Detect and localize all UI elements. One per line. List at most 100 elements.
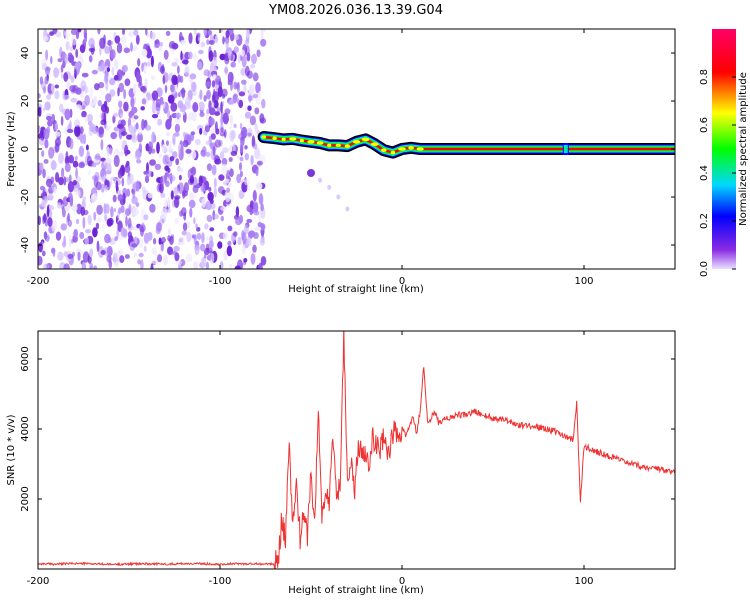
noise-speckle	[179, 238, 183, 243]
noise-speckle	[217, 86, 223, 98]
noise-speckle	[92, 227, 98, 238]
noise-speckle	[218, 186, 225, 194]
noise-speckle	[105, 82, 109, 91]
noise-speckle	[243, 83, 247, 93]
noise-speckle	[260, 29, 267, 32]
noise-speckle	[88, 37, 95, 49]
noise-speckle	[194, 138, 201, 146]
noise-speckle	[168, 228, 171, 236]
noise-speckle	[70, 97, 78, 103]
noise-speckle	[249, 64, 256, 69]
noise-speckle	[236, 98, 240, 105]
noise-speckle	[244, 224, 249, 235]
noise-speckle	[251, 135, 256, 148]
noise-speckle	[77, 251, 81, 261]
noise-speckle	[128, 124, 134, 133]
noise-speckle	[112, 114, 116, 124]
noise-speckle	[69, 138, 74, 150]
noise-speckle	[154, 38, 160, 49]
noise-speckle	[210, 127, 216, 135]
noise-speckle	[143, 64, 147, 75]
noise-speckle	[160, 192, 166, 198]
noise-speckle	[120, 35, 127, 45]
noise-speckle	[125, 163, 129, 168]
noise-speckle	[133, 115, 139, 120]
noise-speckle	[130, 97, 135, 108]
noise-speckle	[173, 245, 180, 252]
noise-speckle	[242, 150, 247, 155]
noise-speckle	[46, 236, 49, 242]
colorbar-label: Normalized spectral amplitude	[738, 72, 749, 226]
noise-speckle	[43, 36, 49, 42]
noise-speckle	[205, 261, 210, 269]
noise-speckle	[190, 166, 197, 176]
noise-speckle	[106, 146, 110, 159]
noise-speckle	[233, 34, 239, 41]
noise-speckle	[229, 168, 234, 178]
noise-speckle	[110, 49, 116, 60]
noise-speckle	[182, 190, 188, 197]
noise-speckle	[175, 158, 180, 166]
noise-speckle	[86, 155, 92, 167]
noise-speckle	[77, 189, 81, 199]
noise-speckle	[114, 58, 119, 70]
noise-speckle	[226, 245, 233, 257]
noise-speckle	[151, 90, 159, 101]
noise-speckle	[213, 187, 217, 198]
noise-speckle	[46, 115, 52, 121]
noise-speckle	[179, 210, 183, 217]
noise-speckle	[69, 85, 76, 92]
noise-speckle	[109, 237, 116, 246]
noise-speckle	[187, 220, 191, 229]
snr-y-ticks: 2000 4000 6000	[20, 346, 675, 512]
noise-speckle	[48, 146, 55, 159]
noise-speckle	[138, 252, 144, 258]
noise-speckle	[93, 265, 98, 269]
noise-speckle	[46, 94, 52, 100]
spectrogram-y-label: Frequency (Hz)	[6, 111, 17, 187]
noise-speckle	[133, 83, 137, 95]
noise-speckle	[117, 123, 124, 129]
noise-speckle	[254, 107, 260, 115]
y-tick-label: 40	[20, 47, 31, 60]
noise-speckle	[53, 67, 59, 78]
signal-blob	[381, 148, 387, 152]
noise-speckle	[181, 59, 189, 65]
noise-speckle	[213, 100, 219, 109]
noise-speckle	[74, 155, 78, 161]
noise-speckle	[252, 93, 259, 99]
noise-speckle	[184, 97, 192, 106]
noise-speckle	[78, 145, 85, 157]
noise-speckle	[247, 105, 252, 111]
y-tick-label: 6000	[20, 346, 31, 371]
noise-speckle	[63, 94, 70, 100]
noise-speckle	[122, 192, 126, 204]
noise-speckle	[154, 163, 162, 171]
noise-speckle	[258, 193, 264, 205]
noise-speckle	[103, 111, 107, 124]
signal-burst	[564, 147, 567, 151]
noise-speckle	[127, 217, 132, 229]
noise-speckle	[203, 254, 207, 259]
noise-speckle	[135, 180, 140, 192]
noise-speckle	[75, 48, 79, 59]
noise-speckle	[113, 74, 119, 81]
noise-speckle	[118, 151, 124, 157]
noise-speckle	[199, 243, 206, 252]
noise-speckle	[220, 116, 224, 125]
noise-speckle	[59, 103, 64, 113]
noise-speckle	[118, 249, 124, 256]
noise-speckle	[167, 58, 171, 63]
noise-speckle	[112, 252, 118, 264]
noise-speckle	[209, 227, 215, 232]
noise-speckle	[52, 249, 56, 257]
noise-speckle	[223, 250, 228, 261]
noise-speckle	[42, 250, 46, 257]
noise-speckle	[244, 111, 252, 119]
noise-speckle	[252, 72, 259, 82]
noise-speckle	[131, 243, 138, 248]
colorbar-tick-label: 0.6	[699, 117, 710, 133]
noise-speckle	[156, 222, 162, 232]
noise-speckle	[251, 53, 257, 65]
